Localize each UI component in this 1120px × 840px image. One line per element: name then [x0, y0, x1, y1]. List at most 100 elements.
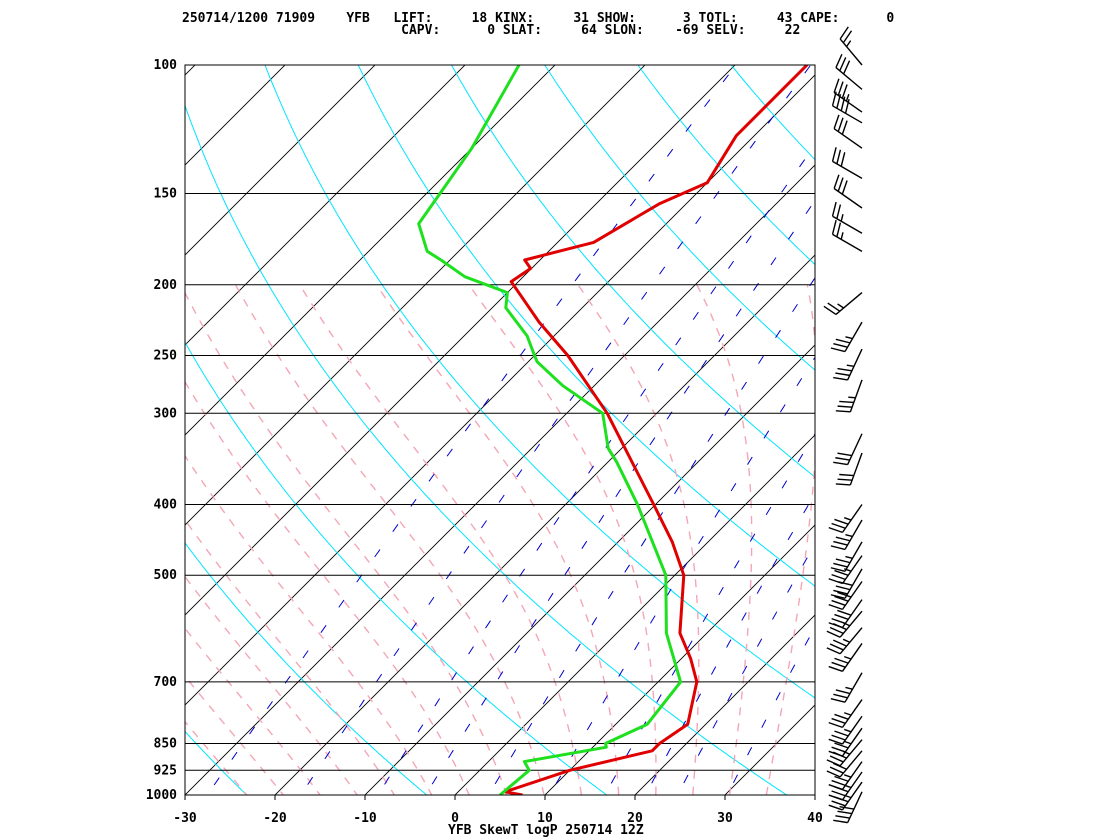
barb-flag: [831, 522, 846, 529]
barb-flag: [829, 626, 844, 635]
moist-adiabat-line: [577, 284, 700, 795]
barb-staff: [832, 160, 863, 180]
barb-flag: [828, 526, 843, 534]
barb-staff: [849, 379, 863, 413]
barb-flag: [823, 305, 837, 316]
isotherm-line: [0, 32, 138, 811]
wind-barb: [828, 581, 863, 611]
barb-flag: [841, 180, 848, 195]
barb-flag: [841, 120, 848, 135]
moist-adiabat-line: [468, 284, 657, 795]
barb-staff: [844, 568, 863, 599]
barb-flag: [833, 78, 840, 93]
barb-flag: [832, 751, 847, 759]
barb-staff: [841, 781, 863, 811]
isotherm-line: [544, 524, 815, 795]
header-line-2: CAPV: 0 SLAT: 64 SLON: -69 SELV: 22: [182, 23, 800, 38]
barb-flag: [835, 536, 851, 542]
barb-staff: [832, 105, 863, 124]
barb-half-flag: [843, 784, 852, 789]
barb-staff: [841, 555, 863, 584]
barb-flag: [834, 796, 849, 803]
barb-flag: [833, 342, 848, 348]
temperature-tick-label: 0: [451, 811, 459, 826]
wind-barb: [833, 791, 863, 824]
pressure-tick-label: 500: [154, 568, 178, 583]
temperature-tick-label: -30: [173, 811, 197, 826]
barb-staff: [844, 519, 863, 550]
barb-flag: [839, 57, 847, 72]
barb-flag: [835, 585, 851, 591]
barb-flag: [836, 149, 842, 165]
barb-flag: [831, 91, 837, 106]
mixing-ratio-line: [549, 356, 815, 795]
dry-adiabat-line: [185, 542, 428, 795]
barb-flag: [833, 562, 848, 568]
barb-flag: [831, 201, 837, 217]
wind-barb: [826, 610, 863, 638]
barb-flag: [835, 338, 851, 344]
barb-flag: [833, 540, 848, 546]
wind-barb: [830, 541, 863, 572]
barb-flag: [839, 473, 854, 477]
barb-flag: [827, 302, 841, 312]
isotherm-line: [185, 65, 556, 436]
isotherm-line: [185, 65, 286, 166]
barb-flag: [835, 558, 851, 564]
barb-flag: [837, 117, 844, 132]
barb-flag: [839, 26, 849, 40]
barb-flag: [831, 734, 846, 741]
barb-flag: [840, 152, 846, 167]
isotherm-line: [0, 32, 48, 811]
dry-adiabat-line: [886, 32, 1120, 811]
isotherm-line: [185, 65, 466, 346]
header-line-1: 250714/1200 71909 YFB LIFT: 18 KINX: 31 …: [182, 11, 894, 26]
barb-staff: [835, 292, 863, 315]
wind-barb: [828, 699, 863, 729]
pressure-tick-label: 850: [154, 736, 178, 751]
pressure-tick-labels: 100 150 200 250 300 400 500 700 850 925 1000: [146, 58, 177, 803]
barb-flag: [834, 775, 849, 782]
barb-flag: [835, 689, 851, 695]
wind-barbs: [823, 26, 863, 824]
barb-flag: [831, 617, 846, 625]
wind-barb: [830, 672, 863, 703]
barb-flag: [837, 810, 852, 815]
isotherm-line: [634, 614, 815, 795]
pressure-tick-label: 400: [154, 498, 178, 513]
barb-flag: [832, 622, 847, 631]
moist-adiabat-line: [234, 284, 545, 795]
wind-barb: [831, 91, 863, 124]
isotherm-line: [185, 74, 815, 706]
barb-flag: [833, 461, 848, 466]
temperature-tick-label: 40: [807, 811, 823, 826]
wind-barb: [828, 599, 863, 629]
wind-barb: [833, 114, 863, 149]
barb-flag: [837, 177, 844, 192]
temperature-tick-label: 30: [717, 811, 733, 826]
barb-staff: [844, 541, 863, 572]
barb-half-flag: [842, 638, 851, 643]
wind-barb: [826, 627, 863, 655]
wind-barb: [835, 379, 863, 413]
barb-half-flag: [845, 555, 853, 559]
temperature-tick-label: 20: [627, 811, 643, 826]
dry-adiabat-line: [730, 65, 815, 161]
barb-flag: [832, 762, 847, 770]
wind-barb: [828, 781, 863, 811]
dry-adiabat-line: [185, 104, 788, 795]
barb-flag: [828, 603, 843, 611]
barb-staff: [833, 187, 863, 209]
dry-adiabat-line: [544, 65, 815, 371]
barb-flag: [831, 790, 846, 797]
barb-flag: [831, 800, 846, 807]
moist-adiabat-line: [185, 627, 322, 795]
barb-flag: [834, 657, 849, 664]
barb-flag: [830, 567, 846, 572]
barb-flag: [837, 81, 844, 96]
pressure-tick-label: 925: [154, 763, 177, 778]
wind-barb: [831, 201, 863, 234]
dry-adiabat-line: [450, 65, 815, 478]
pressure-tick-label: 150: [154, 187, 178, 202]
barb-flag: [841, 84, 848, 99]
